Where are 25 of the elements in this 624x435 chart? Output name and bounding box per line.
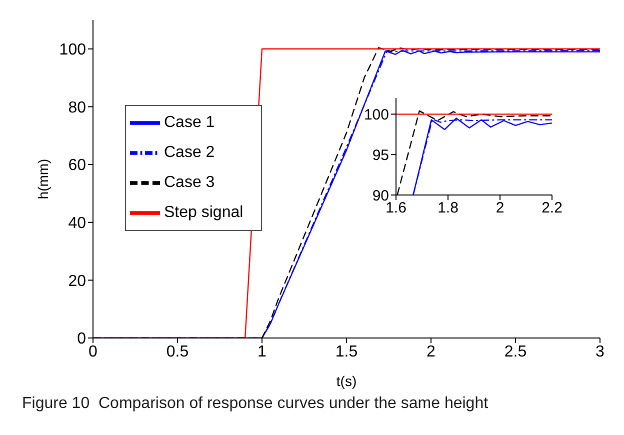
legend-label: Case 1	[164, 114, 215, 132]
y-tick-label: 40	[68, 215, 86, 232]
x-tick-label: 0.5	[166, 343, 189, 360]
x-tick-label: 1.8	[438, 200, 458, 217]
y-tick-label: 60	[68, 157, 86, 174]
legend-label: Case 2	[164, 144, 215, 162]
x-tick-label: 0	[88, 343, 98, 360]
legend-label: Step signal	[164, 204, 244, 222]
x-tick-label: 2.2	[542, 200, 562, 217]
y-tick-label: 20	[68, 272, 86, 290]
y-tick-label: 0	[77, 330, 86, 348]
x-tick-label: 2.5	[504, 343, 527, 360]
x-tick-label: 1	[258, 343, 267, 360]
y-tick-label: 100	[364, 106, 389, 124]
x-tick-label: 1.5	[335, 343, 358, 360]
legend-label: Case 3	[164, 174, 215, 192]
y-tick-label: 95	[372, 146, 389, 164]
x-tick-label: 2	[426, 343, 436, 360]
x-tick-label: 2	[496, 200, 504, 217]
x-tick-label: 3	[596, 343, 605, 360]
caption: Figure 10 Comparison of response curves under the same height	[22, 395, 488, 413]
y-tick-label: 80	[68, 99, 86, 116]
y-tick-label: 100	[59, 42, 86, 59]
y-axis-title: h(mm)	[34, 158, 51, 200]
x-axis-title: t(s)	[336, 373, 357, 389]
